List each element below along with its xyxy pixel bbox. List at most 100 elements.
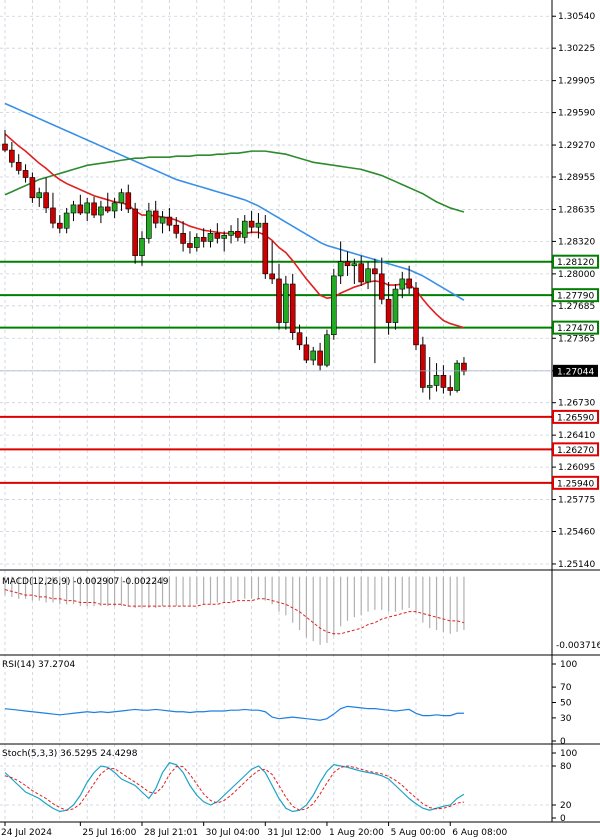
candle <box>454 360 460 393</box>
stoch-tick-label: 0 <box>560 814 566 824</box>
candle <box>2 129 8 153</box>
candle <box>330 268 337 340</box>
candle-body-bull <box>255 222 262 228</box>
candle-body-bear <box>303 344 310 361</box>
candle <box>36 187 43 207</box>
candle <box>173 217 180 239</box>
price-tick-label: 1.29905 <box>558 77 595 87</box>
rsi-tick-label: 70 <box>560 683 572 693</box>
price-tick-label: 1.26410 <box>558 431 595 441</box>
candle-body-bull <box>228 230 234 236</box>
level-tag-label: 1.26590 <box>557 413 594 423</box>
candle <box>413 281 419 350</box>
macd-panel: MACD(12,26,9) -0.002907 -0.002249 -0.0037… <box>2 576 600 651</box>
candle-body-bear <box>200 237 207 242</box>
candle-body-bear <box>152 210 159 224</box>
price-tick-label: 1.27365 <box>558 334 595 344</box>
price-tick-label: 1.30540 <box>558 12 595 22</box>
candle <box>84 197 90 222</box>
rsi-panel: 100 70 50 30 0 RSI(14) 37.2704 <box>2 660 577 747</box>
time-tick-label: 25 Jul 16:00 <box>82 828 136 838</box>
time-tick-label: 24 Jul 2024 <box>1 828 52 838</box>
candle <box>235 218 241 242</box>
candle-body-bear <box>104 206 111 212</box>
candle <box>276 263 282 330</box>
price-tick-label: 1.25460 <box>558 528 595 538</box>
candle-body-bull <box>159 216 166 224</box>
level-tag <box>552 320 599 335</box>
candle <box>132 202 138 264</box>
candle <box>392 284 399 330</box>
price-tags: 1.28120 1.27790 1.27470 1.26590 1.26270 1.259… <box>0 254 599 490</box>
candle-body-bull <box>36 192 43 199</box>
candle-body-bull <box>139 238 145 256</box>
candle-body-bull <box>63 212 70 229</box>
candle <box>98 200 104 224</box>
candle-body-bull <box>70 204 77 214</box>
level-tag <box>552 288 599 303</box>
price-tick-label: 1.25775 <box>558 496 595 506</box>
time-tick-label: 1 Aug 20:00 <box>329 828 384 838</box>
candle <box>385 281 392 335</box>
candle <box>358 255 365 287</box>
candle-body-bear <box>56 222 63 229</box>
candle-body-bear <box>344 261 351 267</box>
candle-body-bull <box>433 375 440 386</box>
candle-body-bull <box>330 275 337 336</box>
candle <box>228 225 234 244</box>
price-tick-label: 1.28000 <box>558 270 595 280</box>
candle-body-bull <box>221 235 227 239</box>
candle-body-bear <box>187 243 193 248</box>
candle-body-bear <box>43 192 49 209</box>
candle-body-bear <box>214 232 221 239</box>
candle-body-bear <box>276 278 282 323</box>
candle <box>50 192 56 229</box>
moving-averages <box>4 102 465 329</box>
rsi-tick-label: 50 <box>560 699 572 709</box>
candle <box>180 221 186 252</box>
candle-body-bear <box>91 202 97 216</box>
candle-body-bear <box>358 263 365 283</box>
candle-body-bear <box>440 375 447 388</box>
candle <box>248 210 255 234</box>
candle-body-bear <box>296 332 303 346</box>
candle <box>351 258 358 285</box>
candle <box>159 210 166 234</box>
rsi-line <box>4 705 464 721</box>
candle <box>91 196 97 219</box>
candle-body-bull <box>324 334 330 366</box>
candle-body-bull <box>392 288 399 323</box>
current-price-tag <box>553 364 598 377</box>
candle <box>29 172 36 203</box>
price-tick-label: 1.29590 <box>558 109 595 119</box>
candle <box>221 231 227 252</box>
level-tag <box>552 442 599 457</box>
candle <box>378 257 385 305</box>
ma-green-line <box>4 150 465 213</box>
candle-body-bear <box>406 278 412 289</box>
candle <box>22 164 29 183</box>
candle <box>289 273 296 340</box>
candle <box>324 329 330 368</box>
candle-body-bear <box>372 268 378 275</box>
candle-body-bear <box>262 222 269 275</box>
level-tag-label: 1.28120 <box>557 258 594 268</box>
candle-body-bear <box>289 283 296 334</box>
candle <box>9 142 15 168</box>
candle-body-bear <box>461 362 467 372</box>
candle-body-bear <box>15 161 22 171</box>
candle-body-bear <box>2 143 8 151</box>
chart-grid <box>0 0 552 822</box>
candle <box>139 231 145 266</box>
candle-body-bull <box>146 210 152 239</box>
current-price-label: 1.27044 <box>557 367 594 377</box>
candle <box>166 207 173 232</box>
candle <box>337 241 344 285</box>
candle-body-bear <box>420 344 426 388</box>
time-tick-label: 31 Jul 12:00 <box>267 828 321 838</box>
candle <box>461 357 467 376</box>
candle <box>317 342 323 371</box>
candle <box>440 365 447 394</box>
